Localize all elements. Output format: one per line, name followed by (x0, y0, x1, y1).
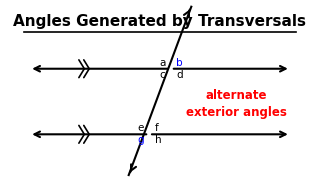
Text: h: h (155, 135, 161, 145)
Text: g: g (137, 135, 144, 145)
Text: Angles Generated by Transversals: Angles Generated by Transversals (13, 14, 307, 29)
Text: alternate
exterior angles: alternate exterior angles (186, 89, 287, 119)
Text: f: f (155, 123, 158, 133)
Text: c: c (160, 70, 165, 80)
Text: a: a (159, 58, 165, 68)
Text: d: d (176, 70, 183, 80)
Text: b: b (176, 58, 183, 68)
Text: e: e (137, 123, 144, 133)
